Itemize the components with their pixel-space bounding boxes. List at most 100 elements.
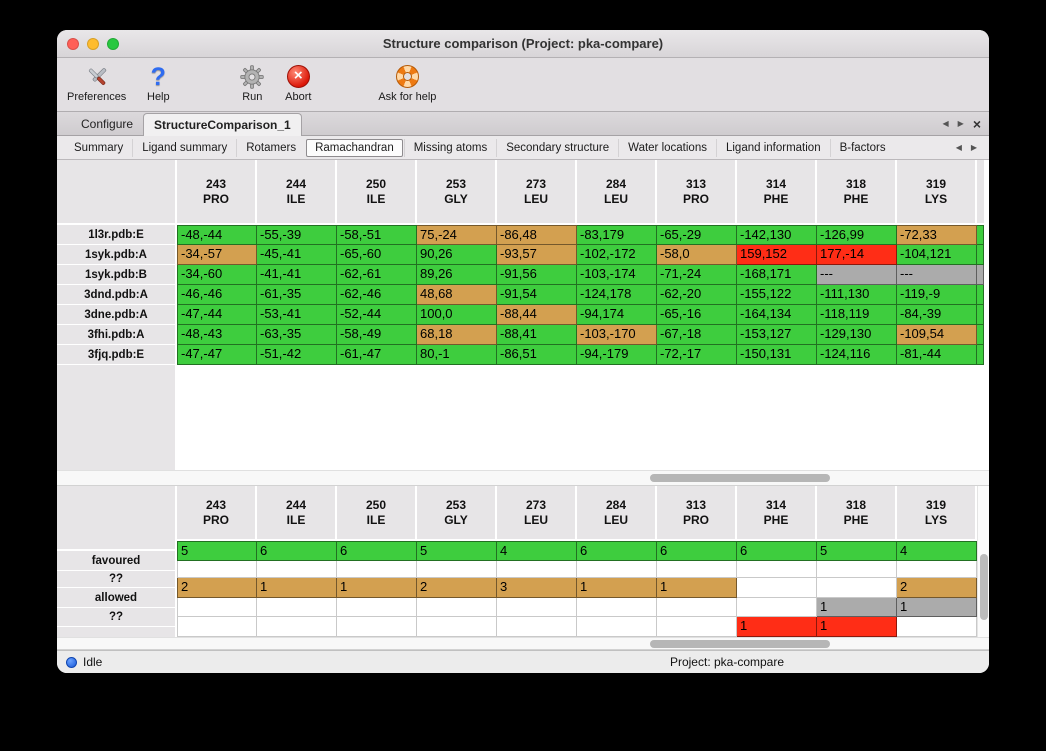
- help-label: Help: [147, 91, 170, 103]
- tab-controls: ◀ ▶ ×: [943, 112, 982, 135]
- table-cell: -91,56: [497, 265, 577, 285]
- column-header-244: 244 ILE: [257, 160, 335, 223]
- table-cell: 89,26: [417, 265, 497, 285]
- table-cell: -58,-51: [337, 225, 417, 245]
- table-cell: -86,48: [497, 225, 577, 245]
- column-header-250: 250 ILE: [337, 160, 415, 223]
- abort-label: Abort: [285, 91, 312, 103]
- table-row: -47,-44 -53,-41 -52,-44 100,0 -88,44 -94,174-…: [177, 305, 989, 325]
- table-cell: [897, 561, 977, 578]
- values-grid: 243 PRO 244 ILE 250 ILE 253 GLY 273 LEU 284 LEU 313 P…: [177, 160, 989, 470]
- preferences-label: Preferences: [67, 91, 127, 103]
- column-residue: ILE: [366, 512, 386, 527]
- run-button[interactable]: Run: [232, 62, 272, 103]
- subtab-ramachandran[interactable]: Ramachandran: [306, 138, 403, 157]
- help-button[interactable]: ? Help: [138, 62, 178, 104]
- subtab-b-factors[interactable]: B-factors: [829, 138, 895, 157]
- column-number: 319: [925, 497, 947, 512]
- table-cell: [337, 598, 417, 617]
- tab-structurecomparison-1[interactable]: StructureComparison_1: [143, 113, 302, 136]
- preferences-button[interactable]: Preferences: [67, 62, 126, 103]
- table-cell: [897, 617, 977, 637]
- table-cell: [417, 561, 497, 578]
- column-number: 244: [285, 497, 307, 512]
- table-row: -34,-57 -45,-41 -65,-60 90,26 -93,57 -102,-17…: [177, 245, 989, 265]
- subtab-rotamers[interactable]: Rotamers: [236, 138, 305, 157]
- table-cell: -72,33: [897, 225, 977, 245]
- column-header-284: 284 LEU: [577, 486, 655, 539]
- table-cell: -52,-44: [337, 305, 417, 325]
- table-cell: [737, 598, 817, 617]
- scrollbar-thumb[interactable]: [650, 640, 830, 648]
- column-header-253: 253 GLY: [417, 160, 495, 223]
- column-residue: ILE: [286, 512, 306, 527]
- table-cell: -150,131: [737, 345, 817, 365]
- column-header-318: 318 PHE: [817, 486, 895, 539]
- row-label: 3fjq.pdb:E: [57, 345, 175, 364]
- horizontal-scrollbar-bottom[interactable]: [57, 637, 989, 650]
- scrollbar-thumb[interactable]: [650, 474, 830, 482]
- table-cell: [337, 617, 417, 637]
- window-title: Structure comparison (Project: pka-compa…: [382, 36, 664, 51]
- close-window-button[interactable]: [67, 38, 79, 50]
- table-cell: 177,-14: [817, 245, 897, 265]
- subtab-summary[interactable]: Summary: [74, 141, 124, 154]
- column-header-243: 243 PRO: [177, 486, 255, 539]
- abort-button[interactable]: × Abort: [278, 62, 318, 103]
- row-label: 3fhi.pdb:A: [57, 325, 175, 344]
- table-cell: 80,-1: [417, 345, 497, 365]
- column-header-243: 243 PRO: [177, 160, 255, 223]
- gutter-filler: [57, 365, 175, 470]
- tab-scroll-left-icon[interactable]: ◀: [942, 119, 949, 128]
- table-cell: 6: [337, 541, 417, 561]
- table-cell: 2: [177, 578, 257, 598]
- table-cell: 75,-24: [417, 225, 497, 245]
- table-cell: 1: [737, 617, 817, 637]
- table-cell: [417, 598, 497, 617]
- subtab-missing-atoms[interactable]: Missing atoms: [403, 138, 497, 157]
- table-cell: -62,-61: [337, 265, 417, 285]
- column-number: 318: [845, 497, 867, 512]
- partial-cell: [977, 245, 984, 265]
- minimize-window-button[interactable]: [87, 38, 99, 50]
- subtab-ligand-information[interactable]: Ligand information: [715, 138, 830, 157]
- table-cell: -164,134: [737, 305, 817, 325]
- tab-configure[interactable]: Configure: [81, 117, 134, 131]
- zoom-window-button[interactable]: [107, 38, 119, 50]
- close-tab-icon[interactable]: ×: [972, 115, 981, 132]
- table-cell: -55,-39: [257, 225, 337, 245]
- tab-scroll-right-icon[interactable]: ▶: [957, 119, 964, 128]
- table-cell: -41,-41: [257, 265, 337, 285]
- scrollbar-thumb[interactable]: [980, 554, 988, 620]
- partial-cell: [977, 305, 984, 325]
- table-cell: -119,-9: [897, 285, 977, 305]
- subtab-scroll-right-icon[interactable]: ▶: [970, 143, 977, 152]
- titlebar: Structure comparison (Project: pka-compa…: [57, 30, 989, 58]
- horizontal-scrollbar-top[interactable]: [57, 470, 989, 486]
- table-cell: [817, 578, 897, 598]
- column-header-row: 243 PRO 244 ILE 250 ILE 253 GLY 273 LEU 284 LEU 313 P…: [177, 160, 989, 223]
- vertical-scrollbar[interactable]: [977, 486, 989, 637]
- subtab-secondary-structure[interactable]: Secondary structure: [496, 138, 618, 157]
- table-cell: -81,-44: [897, 345, 977, 365]
- table-cell: -104,121: [897, 245, 977, 265]
- table-cell: -61,-35: [257, 285, 337, 305]
- table-cell: 1: [817, 598, 897, 617]
- subtab-water-locations[interactable]: Water locations: [618, 138, 716, 157]
- column-residue: GLY: [444, 191, 468, 206]
- table-cell: 48,68: [417, 285, 497, 305]
- table-cell: -126,99: [817, 225, 897, 245]
- subtab-scroll-left-icon[interactable]: ◀: [955, 143, 962, 152]
- table-cell: -51,-42: [257, 345, 337, 365]
- column-number: 284: [605, 497, 627, 512]
- ask-for-help-button[interactable]: Ask for help: [378, 62, 436, 103]
- partial-cell: [977, 225, 984, 245]
- table-cell: -58,0: [657, 245, 737, 265]
- subtab-ligand-summary[interactable]: Ligand summary: [132, 138, 236, 157]
- table-cell: 6: [577, 541, 657, 561]
- gear-icon: [232, 62, 272, 91]
- table-cell: -84,-39: [897, 305, 977, 325]
- table-cell: [577, 561, 657, 578]
